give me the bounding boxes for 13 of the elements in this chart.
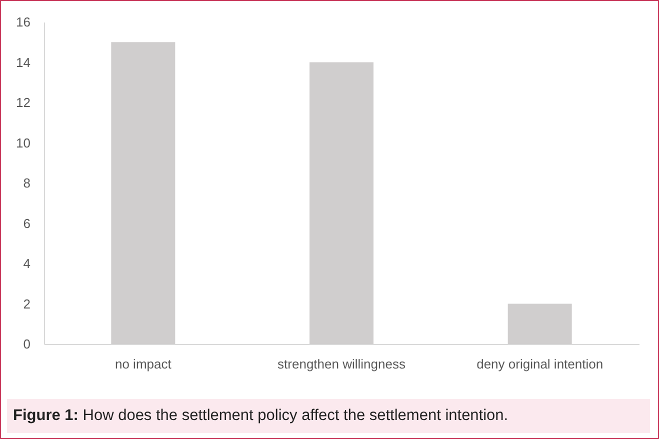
y-tick-label: 16 — [16, 14, 30, 30]
y-tick-label: 14 — [16, 54, 30, 70]
y-tick-label: 4 — [23, 256, 30, 271]
y-tick-label: 0 — [23, 336, 30, 352]
y-tick-label: 12 — [16, 95, 30, 110]
y-tick-label: 8 — [23, 176, 30, 190]
y-tick-label: 2 — [23, 296, 30, 312]
y-tick-label: 10 — [16, 135, 30, 150]
caption: Figure 1: How does the settlement policy affect the settlement intention. — [7, 399, 650, 433]
y-tick-label: 6 — [23, 216, 30, 231]
x-tick-label: deny original intention — [476, 356, 604, 372]
x-tick-label: no impact — [114, 356, 172, 372]
x-tick-label: strengthen willingness — [278, 356, 406, 372]
